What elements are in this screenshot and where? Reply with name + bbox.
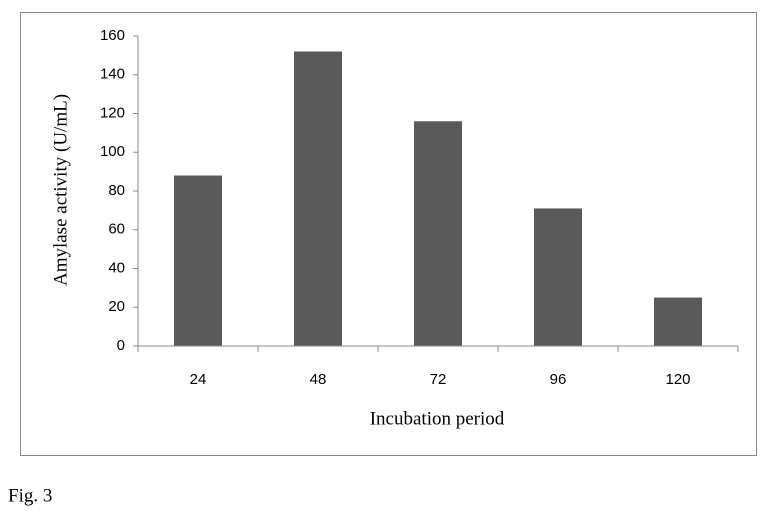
x-tick-label: 48 [310,371,327,388]
chart-border [20,12,757,456]
y-tick-label: 60 [108,221,125,238]
y-tick-label: 0 [117,337,125,354]
bar [534,208,582,346]
y-tick-label: 100 [100,143,125,160]
bar [174,175,222,346]
x-axis-label: Incubation period [370,408,505,429]
x-tick-label: 120 [665,371,690,388]
y-tick-label: 40 [108,259,125,276]
y-axis-label: Amylase activity (U/mL) [50,94,71,286]
y-tick-label: 80 [108,182,125,199]
bar [414,121,462,346]
y-tick-label: 160 [100,27,125,44]
y-tick-label: 120 [100,104,125,121]
figure-caption: Fig. 3 [8,485,52,506]
y-tick-label: 140 [100,66,125,83]
x-tick-label: 24 [190,371,207,388]
y-tick-label: 20 [108,298,125,315]
x-tick-label: 96 [550,371,567,388]
x-tick-label: 72 [430,371,447,388]
bar [294,51,342,346]
bar [654,297,702,346]
